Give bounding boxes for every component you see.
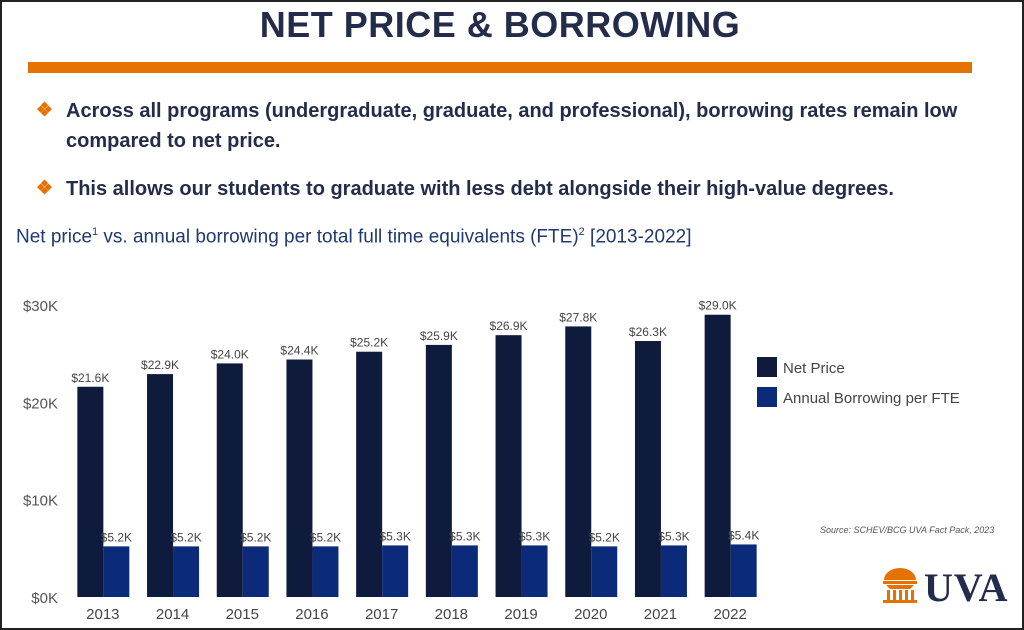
x-tick-label: 2014 <box>156 606 189 623</box>
chart-title-part2: vs. annual borrowing per total full time… <box>98 226 579 248</box>
bar-annual-borrowing <box>660 545 687 597</box>
data-label-borrowing: $5.3K <box>449 529 480 543</box>
title-divider <box>28 62 972 73</box>
data-label-borrowing: $5.3K <box>658 529 689 543</box>
data-label-net-price: $27.8K <box>559 310 597 324</box>
bar-net-price <box>704 314 731 597</box>
legend-swatch <box>757 357 777 377</box>
x-tick-label: 2022 <box>713 606 746 623</box>
x-tick-label: 2018 <box>435 606 468 623</box>
data-label-borrowing: $5.2K <box>240 530 271 544</box>
y-tick-label: $10K <box>23 493 58 510</box>
data-label-net-price: $29.0K <box>699 299 737 313</box>
data-label-net-price: $26.9K <box>490 319 528 333</box>
data-label-borrowing: $5.2K <box>310 530 341 544</box>
chart-title-part1: Net price <box>16 226 93 248</box>
bar-net-price <box>356 351 383 597</box>
bar-net-price <box>565 326 592 597</box>
slide-title: NET PRICE & BORROWING <box>259 4 741 45</box>
bar-annual-borrowing <box>173 546 200 597</box>
y-tick-label: $20K <box>23 395 58 412</box>
x-tick-label: 2015 <box>226 606 259 623</box>
bar-annual-borrowing <box>242 546 269 597</box>
x-tick-label: 2013 <box>86 606 119 623</box>
legend-label: Net Price <box>783 360 845 377</box>
bar-annual-borrowing <box>103 546 130 597</box>
bar-net-price <box>495 335 522 597</box>
bar-net-price <box>425 344 452 597</box>
x-tick-label: 2020 <box>574 606 607 623</box>
data-label-borrowing: $5.2K <box>170 530 201 544</box>
uva-logo-text: UVA <box>924 565 1009 610</box>
uva-logo: UVA <box>878 562 1018 610</box>
bullet-text-2: This allows our students to graduate wit… <box>66 178 894 200</box>
chart-title: Net price1 vs. annual borrowing per tota… <box>16 226 691 248</box>
data-label-net-price: $22.9K <box>141 358 179 372</box>
chart-title-part3: [2013-2022] <box>584 226 692 248</box>
bar-annual-borrowing <box>730 544 757 597</box>
x-tick-label: 2017 <box>365 606 398 623</box>
data-label-borrowing: $5.2K <box>101 530 132 544</box>
footnote-1-marker: 1 <box>92 226 99 238</box>
data-label-borrowing: $5.3K <box>519 529 550 543</box>
source-note: Source: SCHEV/BCG UVA Fact Pack, 2023 <box>820 525 995 535</box>
x-tick-label: 2021 <box>644 606 677 623</box>
bar-net-price <box>77 386 104 597</box>
data-label-borrowing: $5.2K <box>589 530 620 544</box>
data-label-net-price: $24.4K <box>280 344 318 358</box>
bullet-text-1: Across all programs (undergraduate, grad… <box>66 100 958 152</box>
bar-annual-borrowing <box>382 545 409 597</box>
bar-annual-borrowing <box>312 546 339 597</box>
data-label-borrowing: $5.4K <box>728 528 759 542</box>
x-tick-label: 2016 <box>295 606 328 623</box>
data-label-net-price: $24.0K <box>211 347 249 361</box>
diamond-bullet-icon: ❖ <box>36 178 54 199</box>
data-label-net-price: $25.9K <box>420 329 458 343</box>
x-tick-label: 2019 <box>504 606 537 623</box>
diamond-bullet-icon: ❖ <box>36 100 54 121</box>
data-label-net-price: $21.6K <box>71 371 109 385</box>
footnote-2-marker: 2 <box>578 226 585 238</box>
y-tick-label: $30K <box>23 298 58 315</box>
bar-net-price <box>147 374 174 597</box>
bar-net-price <box>634 341 661 597</box>
legend-swatch <box>757 387 777 407</box>
legend-label: Annual Borrowing per FTE <box>783 390 960 407</box>
data-label-net-price: $25.2K <box>350 336 388 350</box>
bar-annual-borrowing <box>591 546 618 597</box>
data-label-borrowing: $5.3K <box>379 529 410 543</box>
bar-net-price <box>216 363 243 597</box>
bar-annual-borrowing <box>451 545 478 597</box>
bar-net-price <box>286 359 313 597</box>
data-label-net-price: $26.3K <box>629 325 667 339</box>
rotunda-icon <box>883 568 917 603</box>
bar-annual-borrowing <box>521 545 548 597</box>
y-tick-label: $0K <box>31 590 58 607</box>
